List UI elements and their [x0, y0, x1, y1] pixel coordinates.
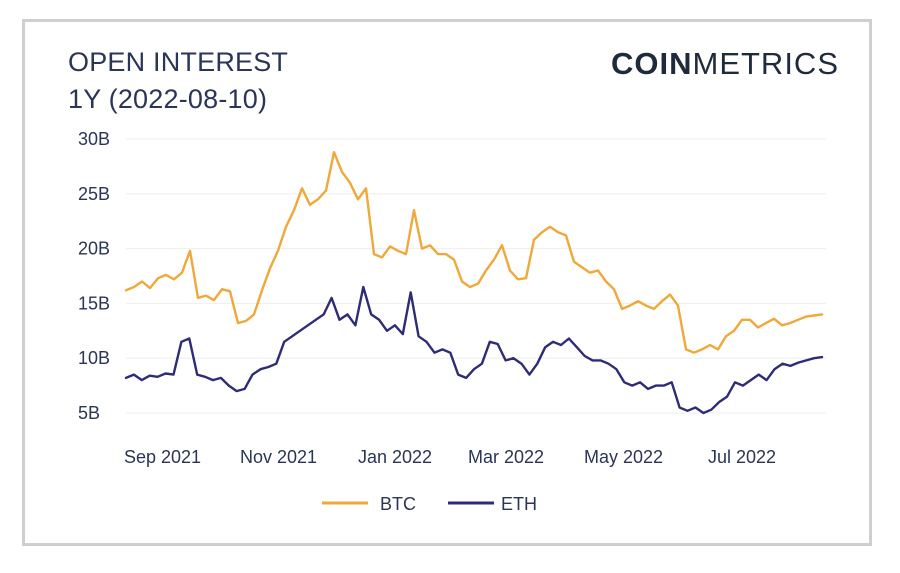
grid-lines [126, 138, 826, 414]
x-tick-label: Jul 2022 [708, 447, 776, 467]
chart-frame [22, 19, 872, 546]
y-tick-label: 20B [78, 239, 110, 259]
legend: BTC ETH [322, 494, 537, 514]
series-line-eth [124, 285, 824, 415]
y-tick-label: 25B [78, 184, 110, 204]
x-tick-label: Sep 2021 [124, 447, 201, 467]
y-axis-ticks: 5B 10B 15B 20B 25B 30B [78, 129, 110, 423]
x-tick-label: May 2022 [584, 447, 663, 467]
x-tick-label: Nov 2021 [240, 447, 317, 467]
logo-light: METRICS [692, 46, 839, 81]
y-tick-label: 10B [78, 348, 110, 368]
series-lines [124, 150, 824, 415]
y-tick-label: 15B [78, 293, 110, 313]
y-tick-label: 30B [78, 129, 110, 149]
legend-label-btc: BTC [380, 494, 416, 514]
y-tick-label: 5B [78, 403, 100, 423]
chart-title-line1: OPEN INTEREST [68, 47, 289, 77]
x-axis-ticks: Sep 2021 Nov 2021 Jan 2022 Mar 2022 May 2022… [124, 447, 776, 467]
chart-title: OPEN INTEREST 1Y (2022-08-10) [68, 44, 288, 118]
x-tick-label: Jan 2022 [358, 447, 432, 467]
series-line-btc [124, 150, 824, 354]
logo-strong: COIN [611, 46, 693, 81]
coinmetrics-logo: COINMETRICS [611, 44, 839, 84]
chart-title-line2: 1Y (2022-08-10) [68, 84, 268, 114]
legend-label-eth: ETH [501, 494, 537, 514]
x-tick-label: Mar 2022 [468, 447, 544, 467]
